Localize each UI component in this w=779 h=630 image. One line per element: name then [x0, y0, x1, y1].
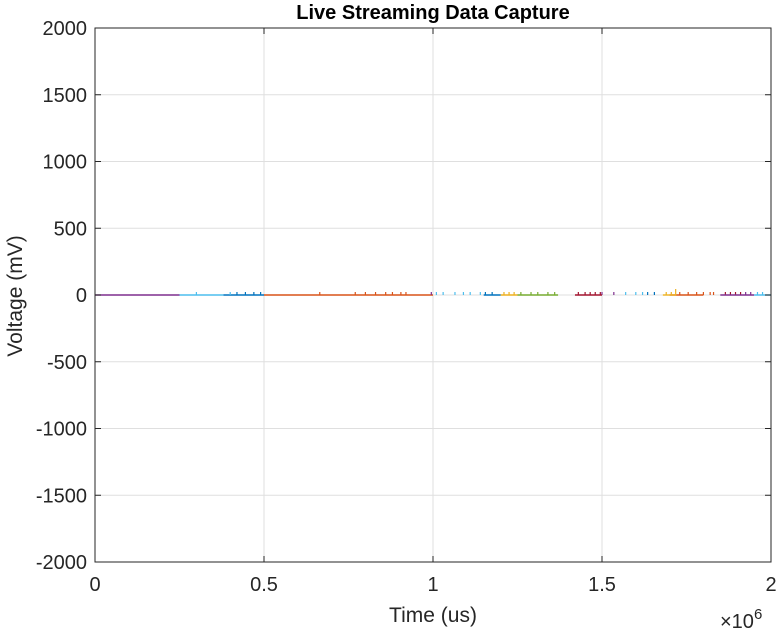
y-tick-label: -2000 — [36, 552, 87, 574]
y-tick-label: -1000 — [36, 419, 87, 441]
series-2 — [500, 292, 518, 296]
y-tick-label: 1000 — [43, 152, 88, 174]
series-9 — [662, 289, 677, 296]
y-tick-label: 1500 — [43, 85, 88, 107]
x-axis-label: Time (us) — [389, 604, 477, 627]
series-0 — [223, 292, 264, 296]
series-7 — [483, 292, 655, 296]
x-axis-exponent-base: ×10 — [720, 611, 754, 630]
series-4 — [517, 292, 559, 296]
x-axis-exponent-power: 6 — [754, 606, 762, 623]
x-tick-label: 1.5 — [588, 574, 616, 596]
ticks: 0 0.5 1 1.5 2 2000 1500 1000 500 0 -500 -1000 -1500 -… — [36, 18, 777, 596]
series-5 — [179, 292, 644, 296]
y-tick-label: -1500 — [36, 485, 87, 507]
series-10 — [720, 292, 755, 296]
y-tick-label: 2000 — [43, 18, 88, 40]
y-tick-label: 500 — [54, 218, 87, 240]
x-tick-label: 2 — [765, 574, 776, 596]
chart-title: Live Streaming Data Capture — [296, 2, 569, 24]
x-axis-exponent: ×106 — [720, 606, 762, 630]
x-tick-label: 1 — [427, 574, 438, 596]
series-3 — [95, 292, 615, 296]
y-axis-label: Voltage (mV) — [4, 235, 27, 356]
y-tick-label: 0 — [76, 285, 87, 307]
series-1 — [264, 292, 433, 296]
plot-area — [95, 289, 771, 296]
x-tick-label: 0.5 — [250, 574, 278, 596]
y-tick-label: -500 — [47, 352, 87, 374]
x-tick-label: 0 — [89, 574, 100, 596]
